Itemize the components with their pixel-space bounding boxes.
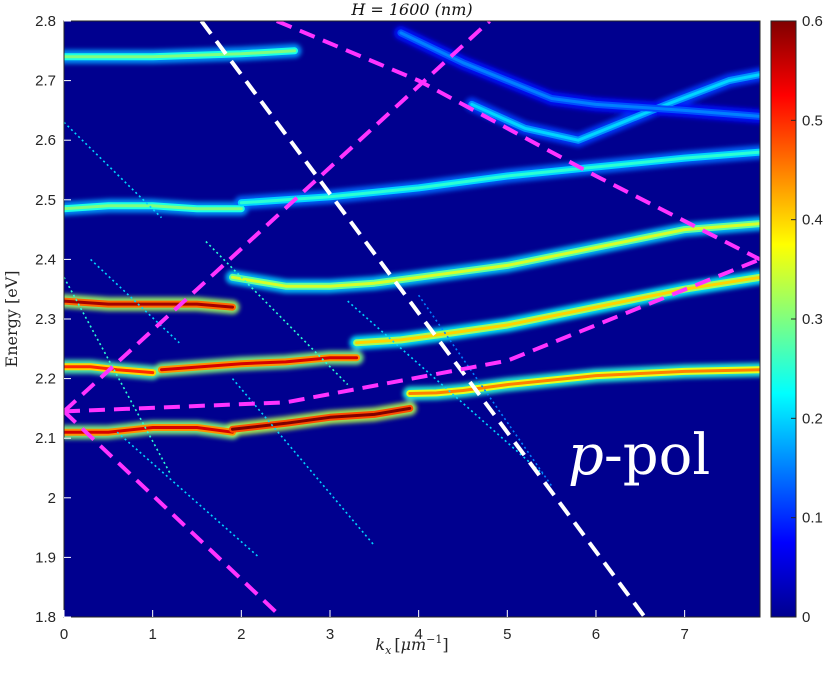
x-axis: 0 1 2 3 4 5 6 7 bbox=[60, 610, 689, 643]
x-tick-label: 2 bbox=[237, 626, 245, 643]
diagonal-mode-2 bbox=[90, 258, 180, 344]
colorbar-tick-label: 0.2 bbox=[802, 410, 823, 427]
y-tick-label: 2.6 bbox=[35, 132, 56, 149]
plot-title: H = 1600 (nm) bbox=[350, 0, 472, 19]
band-core-4 bbox=[160, 356, 359, 372]
band-core-0 bbox=[64, 426, 234, 434]
colorbar-tick-label: 0.4 bbox=[802, 212, 823, 229]
x-axis-label: kx [μm−1] bbox=[375, 633, 448, 657]
colorbar-tick-label: 0 bbox=[802, 609, 810, 626]
band-core-9 bbox=[239, 150, 760, 205]
band-core-6 bbox=[64, 299, 234, 309]
band-core-7 bbox=[231, 222, 760, 288]
diagonal-mode-3 bbox=[116, 431, 260, 558]
y-tick-label: 2.4 bbox=[35, 251, 56, 268]
x-tick-label: 7 bbox=[680, 626, 688, 643]
y-tick-label: 1.8 bbox=[35, 609, 56, 626]
y-axis-label: Energy [eV] bbox=[2, 271, 21, 368]
colorbar-ticks: 0 0.1 0.2 0.3 0.4 0.5 0.6 bbox=[791, 13, 823, 626]
x-tick-label: 5 bbox=[503, 626, 511, 643]
band-core-11 bbox=[399, 31, 760, 118]
diagonal-mode-4 bbox=[205, 240, 349, 386]
y-tick-label: 2 bbox=[48, 490, 56, 507]
colorbar-tick-label: 0.6 bbox=[802, 13, 823, 30]
diagonal-mode-7 bbox=[417, 294, 553, 487]
y-tick-label: 1.9 bbox=[35, 549, 56, 566]
band-core-2 bbox=[408, 368, 760, 395]
y-tick-label: 2.2 bbox=[35, 371, 56, 388]
colorbar-tick-label: 0.5 bbox=[802, 112, 823, 129]
y-axis: 1.8 1.9 2 2.1 2.2 2.3 2.4 2.5 2.6 2.7 2.8 bbox=[35, 13, 71, 626]
y-tick-label: 2.8 bbox=[35, 13, 56, 30]
x-tick-label: 3 bbox=[326, 626, 334, 643]
diagonal-mode-6 bbox=[347, 300, 544, 475]
y-tick-label: 2.3 bbox=[35, 311, 56, 328]
dashed-guide-lines bbox=[64, 21, 760, 617]
x-tick-label: 0 bbox=[60, 626, 68, 643]
x-tick-label: 4 bbox=[414, 626, 422, 643]
dispersion-bands bbox=[64, 29, 760, 436]
diagonal-mode-0 bbox=[64, 276, 172, 475]
y-tick-label: 2.7 bbox=[35, 73, 56, 90]
band-core-8 bbox=[64, 204, 243, 211]
dashed-line-3 bbox=[64, 257, 760, 414]
y-tick-label: 2.5 bbox=[35, 192, 56, 209]
y-tick-label: 2.1 bbox=[35, 430, 56, 447]
band-core-12 bbox=[64, 49, 296, 59]
colorbar-tick-label: 0.3 bbox=[802, 311, 823, 328]
x-tick-label: 6 bbox=[592, 626, 600, 643]
band-core-3 bbox=[64, 365, 155, 375]
dashed-line-2 bbox=[64, 21, 491, 413]
x-tick-label: 1 bbox=[148, 626, 156, 643]
dashed-line-4 bbox=[276, 21, 760, 262]
polarization-annotation: p-pol bbox=[568, 423, 710, 488]
diagonal-modes bbox=[64, 121, 553, 558]
band-core-10 bbox=[470, 73, 760, 142]
diagonal-mode-5 bbox=[231, 378, 375, 547]
band-core-1 bbox=[231, 406, 412, 431]
colorbar-tick-label: 0.1 bbox=[802, 510, 823, 527]
